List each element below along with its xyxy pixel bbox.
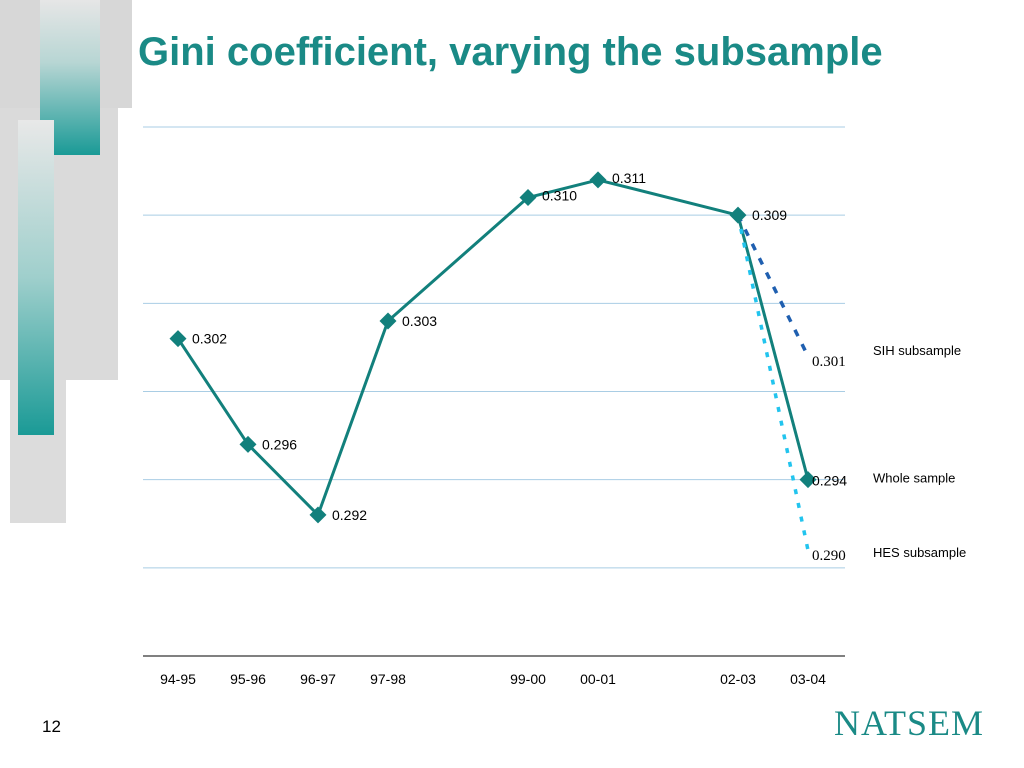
slide-title: Gini coefficient, varying the subsample bbox=[138, 30, 883, 74]
x-tick-label: 99-00 bbox=[510, 671, 546, 687]
data-label: 0.296 bbox=[262, 436, 297, 452]
whole-sample-line bbox=[176, 178, 810, 517]
marker-layer bbox=[169, 171, 817, 524]
series-name-labels: Whole sample SIH subsample HES subsample bbox=[873, 343, 966, 560]
data-point-marker bbox=[729, 206, 747, 224]
slide-number: 12 bbox=[42, 717, 61, 736]
hes-subsample-end-label: 0.290 bbox=[812, 548, 846, 564]
x-tick-label: 97-98 bbox=[370, 671, 406, 687]
data-point-marker bbox=[169, 330, 187, 348]
sih-subsample-line bbox=[736, 214, 810, 358]
data-point-marker bbox=[239, 435, 257, 453]
hes-subsample-name: HES subsample bbox=[873, 545, 966, 560]
series-layer bbox=[176, 178, 810, 551]
data-label: 0.311 bbox=[612, 170, 646, 186]
x-tick-label: 96-97 bbox=[300, 671, 336, 687]
x-tick-label: 03-04 bbox=[790, 671, 826, 687]
sih-subsample-end-label: 0.301 bbox=[812, 354, 846, 370]
x-tick-label: 02-03 bbox=[720, 671, 756, 687]
data-point-marker bbox=[379, 312, 397, 330]
data-labels: 0.302 0.296 0.292 0.303 0.310 0.311 0.309 0.294… bbox=[192, 170, 847, 564]
sih-subsample-name: SIH subsample bbox=[873, 343, 961, 358]
data-point-marker bbox=[519, 189, 537, 207]
data-point-marker bbox=[799, 471, 817, 489]
data-point-marker bbox=[589, 171, 607, 189]
data-label: 0.302 bbox=[192, 331, 227, 347]
x-tick-label: 94-95 bbox=[160, 671, 196, 687]
deco-bar-teal-bottom bbox=[18, 120, 54, 435]
gridlines bbox=[143, 126, 845, 569]
data-label: 0.309 bbox=[752, 207, 787, 223]
natsem-logo: NATSEM bbox=[834, 703, 985, 743]
data-label: 0.292 bbox=[332, 507, 367, 523]
data-label: 0.294 bbox=[812, 473, 847, 489]
data-label: 0.303 bbox=[402, 313, 437, 329]
whole-sample-name: Whole sample bbox=[873, 471, 955, 486]
data-label: 0.310 bbox=[542, 188, 577, 204]
hes-subsample-line bbox=[736, 214, 810, 551]
x-tick-label: 00-01 bbox=[580, 671, 616, 687]
x-tick-labels: 94-95 95-96 96-97 97-98 99-00 00-01 02-03 03-04 bbox=[160, 671, 826, 687]
x-tick-label: 95-96 bbox=[230, 671, 266, 687]
